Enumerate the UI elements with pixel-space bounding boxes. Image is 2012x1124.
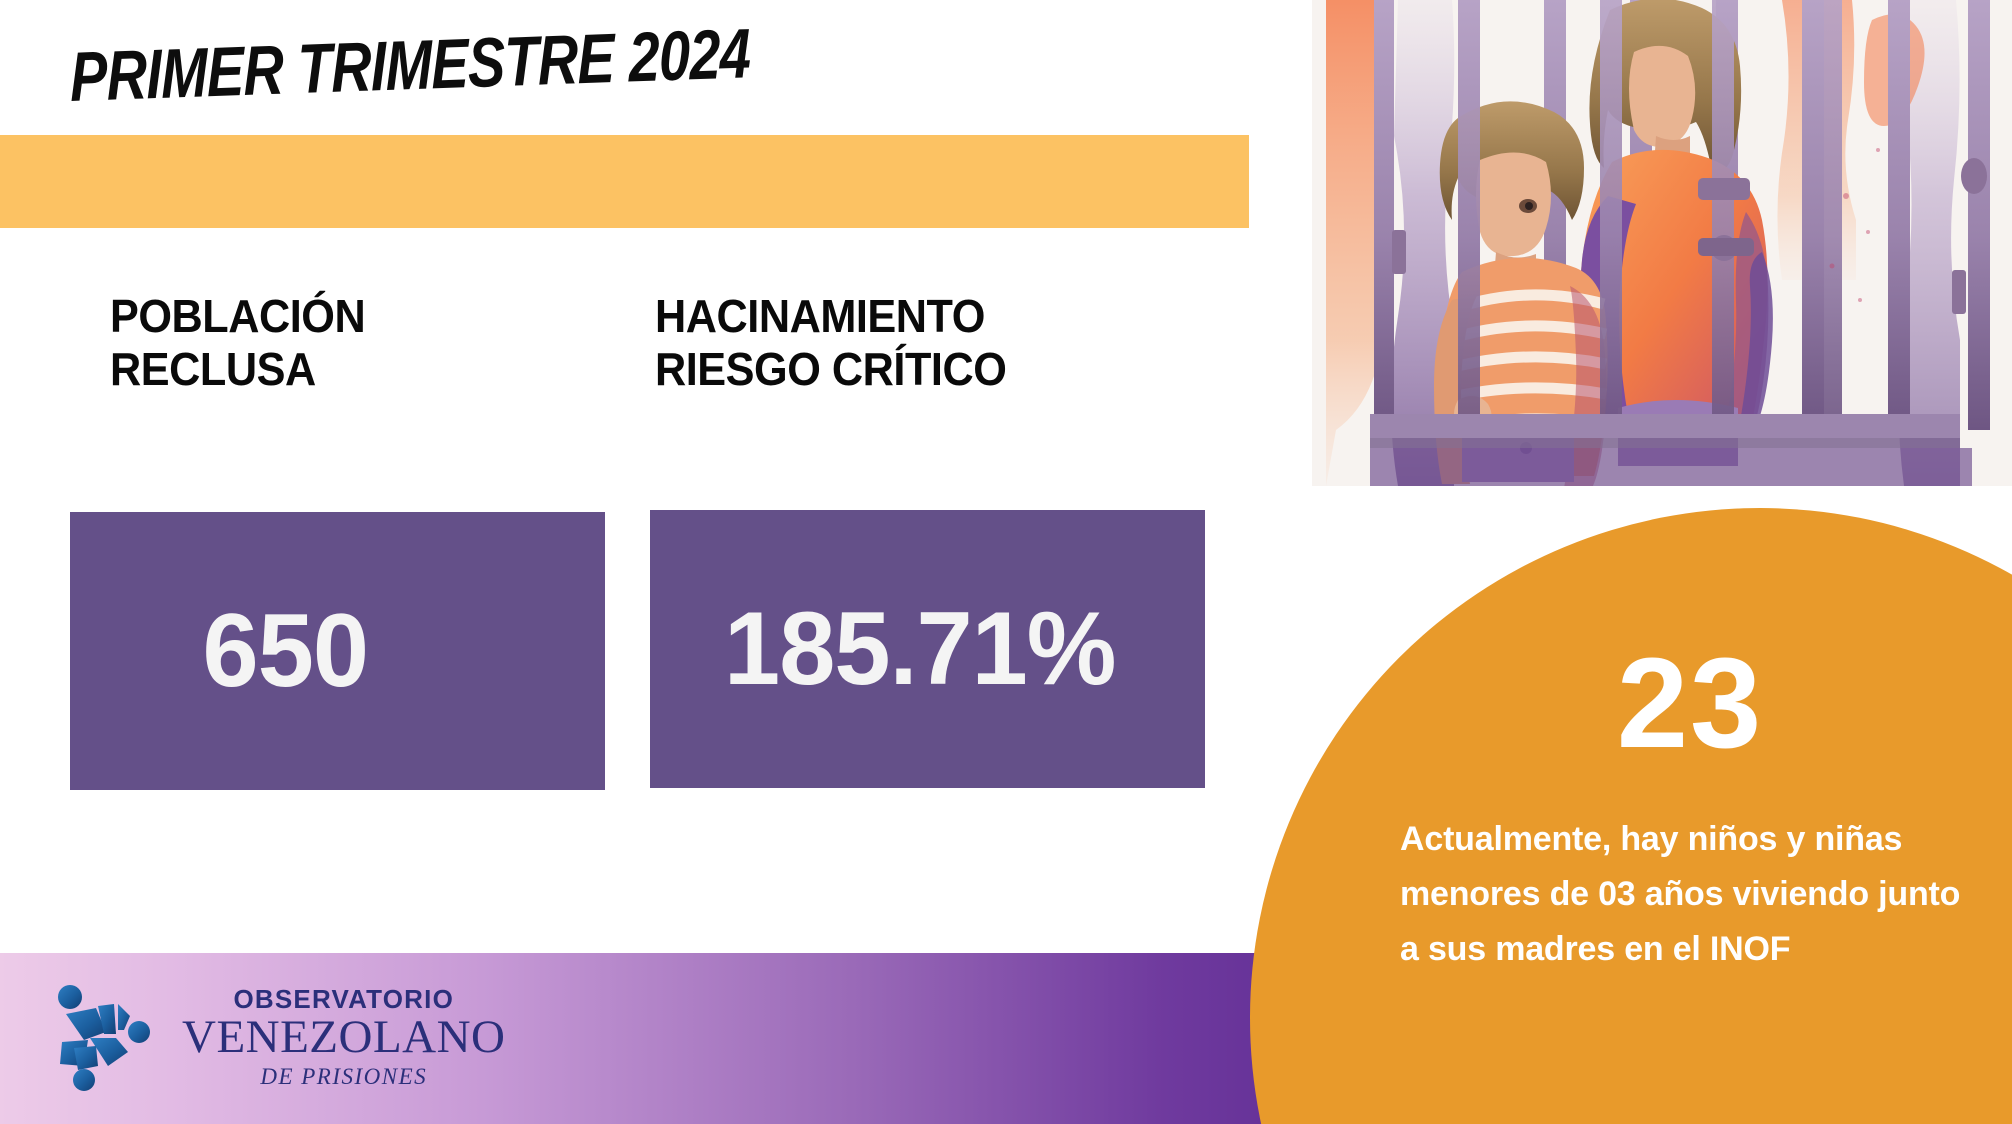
stat-box-poblacion-reclusa: 650: [70, 512, 605, 790]
stat-box-hacinamiento-riesgo-critico: 185.71%: [650, 510, 1205, 788]
highlight-description: Actualmente, hay niños y niñas menores d…: [1400, 820, 1961, 969]
footer-band: [0, 953, 1420, 1124]
organization-logo: OBSERVATORIO VENEZOLANO DE PRISIONES: [38, 978, 506, 1096]
header-accent-band: [0, 135, 1249, 228]
illustration-svg: [1312, 0, 2012, 486]
ovp-logo-mark-icon: [58, 985, 150, 1091]
highlight-number: 23: [1616, 632, 1764, 775]
mother-figure: [1579, 0, 1773, 466]
stat-value-poblacion-reclusa: 650: [202, 593, 369, 709]
stat-value-hacinamiento-riesgo-critico: 185.71%: [724, 591, 1116, 707]
logo-line-de-prisiones: DE PRISIONES: [260, 1064, 428, 1089]
page-title: PRIMER TRIMESTRE 2024: [69, 14, 751, 116]
stat-label-poblacion-reclusa: POBLACIÓN RECLUSA: [110, 290, 366, 396]
logo-line-observatorio: OBSERVATORIO: [233, 984, 454, 1014]
logo-line-venezolano: VENEZOLANO: [182, 1011, 506, 1063]
stat-label-hacinamiento-riesgo-critico: HACINAMIENTO RIESGO CRÍTICO: [655, 290, 1007, 396]
highlight-content: 23 Actualmente, hay niños y niñas menore…: [1400, 640, 1980, 977]
illustration-mother-and-child-behind-bars: [1312, 0, 2012, 486]
